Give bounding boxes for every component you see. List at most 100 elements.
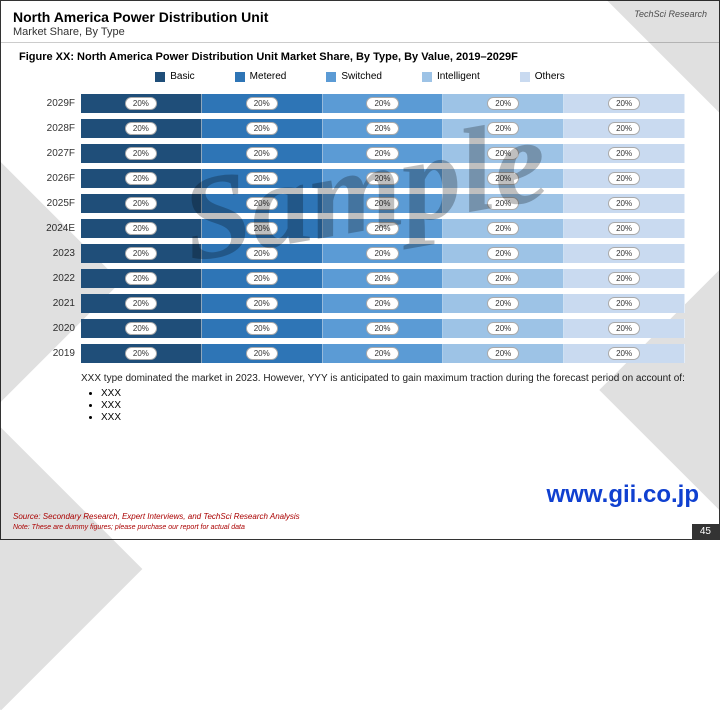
legend-label: Others [535,71,565,82]
segment-value-badge: 20% [366,147,398,160]
legend-label: Basic [170,71,194,82]
bar-row: 2024E20%20%20%20%20% [35,217,685,240]
legend-label: Metered [250,71,287,82]
page-number: 45 [692,524,719,539]
bar-row: 2028F20%20%20%20%20% [35,117,685,140]
bar-stack: 20%20%20%20%20% [81,94,685,113]
segment-value-badge: 20% [246,247,278,260]
page-title: North America Power Distribution Unit [13,9,634,25]
bars-container: 2029F20%20%20%20%20%2028F20%20%20%20%20%… [35,92,685,365]
bar-segment: 20% [443,94,564,113]
segment-value-badge: 20% [487,197,519,210]
segment-value-badge: 20% [366,247,398,260]
bar-row: 2029F20%20%20%20%20% [35,92,685,115]
bar-segment: 20% [81,119,202,138]
legend-label: Switched [341,71,382,82]
bar-segment: 20% [323,169,444,188]
segment-value-badge: 20% [246,147,278,160]
legend-label: Intelligent [437,71,480,82]
bar-category-label: 2026F [35,173,81,184]
bar-segment: 20% [202,169,323,188]
bar-segment: 20% [81,169,202,188]
legend-swatch [520,72,530,82]
figure-title: Figure XX: North America Power Distribut… [1,43,719,67]
bar-segment: 20% [443,294,564,313]
segment-value-badge: 20% [366,97,398,110]
bar-segment: 20% [323,244,444,263]
segment-value-badge: 20% [125,272,157,285]
bar-segment: 20% [443,144,564,163]
segment-value-badge: 20% [487,297,519,310]
bar-segment: 20% [81,219,202,238]
bar-segment: 20% [323,144,444,163]
segment-value-badge: 20% [246,122,278,135]
segment-value-badge: 20% [366,322,398,335]
bar-segment: 20% [564,94,685,113]
segment-value-badge: 20% [125,97,157,110]
legend-item: Intelligent [422,71,480,82]
chart: Basic Metered Switched Intelligent Others 20… [1,67,719,365]
segment-value-badge: 20% [608,222,640,235]
segment-value-badge: 20% [487,147,519,160]
bar-row: 201920%20%20%20%20% [35,342,685,365]
segment-value-badge: 20% [125,247,157,260]
bar-segment: 20% [202,319,323,338]
bar-row: 2025F20%20%20%20%20% [35,192,685,215]
segment-value-badge: 20% [366,172,398,185]
bar-stack: 20%20%20%20%20% [81,119,685,138]
bar-segment: 20% [323,344,444,363]
segment-value-badge: 20% [125,172,157,185]
bar-row: 202320%20%20%20%20% [35,242,685,265]
bar-segment: 20% [81,269,202,288]
legend-swatch [155,72,165,82]
segment-value-badge: 20% [608,247,640,260]
segment-value-badge: 20% [125,197,157,210]
bar-segment: 20% [202,194,323,213]
segment-value-badge: 20% [608,97,640,110]
legend-swatch [326,72,336,82]
legend-item: Others [520,71,565,82]
segment-value-badge: 20% [487,322,519,335]
bar-segment: 20% [443,194,564,213]
segment-value-badge: 20% [608,272,640,285]
bar-row: 202120%20%20%20%20% [35,292,685,315]
bar-row: 2027F20%20%20%20%20% [35,142,685,165]
note-line: Note: These are dummy figures; please pu… [13,524,245,531]
segment-value-badge: 20% [608,322,640,335]
bar-segment: 20% [564,194,685,213]
bar-segment: 20% [564,244,685,263]
bar-segment: 20% [81,144,202,163]
url-watermark: www.gii.co.jp [547,481,699,509]
segment-value-badge: 20% [366,122,398,135]
bar-stack: 20% 20% 20% 20% 20% [81,244,685,263]
page-subtitle: Market Share, By Type [13,26,634,38]
bar-segment: 20% [202,269,323,288]
bar-segment: 20% [443,344,564,363]
bar-category-label: 2027F [35,148,81,159]
bar-category-label: 2029F [35,98,81,109]
segment-value-badge: 20% [125,147,157,160]
bar-segment: 20% [202,344,323,363]
segment-value-badge: 20% [125,222,157,235]
segment-value-badge: 20% [246,272,278,285]
bar-stack: 20%20%20%20%20% [81,219,685,238]
bar-stack: 20%20%20%20%20% [81,194,685,213]
bar-segment: 20% [564,119,685,138]
legend-item: Basic [155,71,194,82]
bar-stack: 20%20%20%20%20% [81,269,685,288]
bar-stack: 20%20%20%20%20% [81,319,685,338]
bar-stack: 20%20%20%20%20% [81,144,685,163]
bar-segment: 20% [323,119,444,138]
bar-segment: 20% [443,244,564,263]
bar-segment: 20% [323,294,444,313]
bar-segment: 20% [443,119,564,138]
bar-segment: 20% [202,244,323,263]
bar-segment: 20% [81,94,202,113]
bar-segment: 20% [323,319,444,338]
segment-value-badge: 20% [246,172,278,185]
bar-segment: 20% [323,269,444,288]
segment-value-badge: 20% [608,172,640,185]
bar-segment: 20% [564,344,685,363]
segment-value-badge: 20% [246,322,278,335]
bar-segment: 20% [81,344,202,363]
